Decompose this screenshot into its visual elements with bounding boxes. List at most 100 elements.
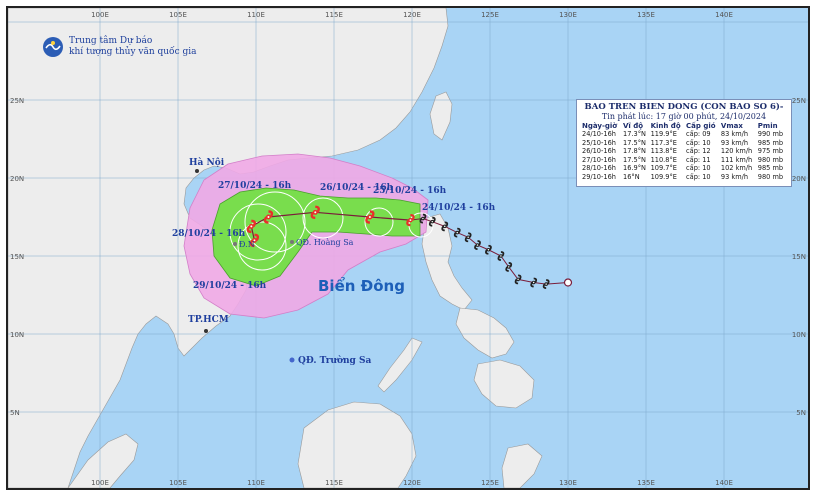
bulletin-panel: BAO TREN BIEN DONG (CON BAO SO 6)- Tin p… xyxy=(576,99,792,187)
past-storm-icon xyxy=(485,244,492,255)
past-track-line xyxy=(410,218,569,285)
sulawesi-island xyxy=(501,443,543,488)
table-cell: 120 km/h xyxy=(720,147,753,156)
nchmf-logo-icon xyxy=(43,37,63,57)
table-cell: 980 mb xyxy=(757,155,784,164)
lon-tick-top: 125E xyxy=(481,11,499,19)
lon-tick-bottom: 120E xyxy=(403,479,421,487)
past-storm-icon xyxy=(464,232,472,243)
lon-tick-top: 100E xyxy=(91,11,109,19)
bulletin-header-row: Ngày-giờ Vĩ độ Kinh độ Cấp gió Vmax Pmin xyxy=(581,122,787,130)
hanoi-label: Hà Nội xyxy=(189,157,225,168)
hanoi-dot xyxy=(195,169,199,173)
forecast-storm-icon xyxy=(263,210,274,224)
lat-tick-left: 10N xyxy=(10,331,24,339)
past-storm-icon xyxy=(441,221,449,232)
forecast-positions xyxy=(246,205,415,248)
table-cell: 117.3°E xyxy=(650,138,677,147)
lon-tick-bottom: 130E xyxy=(559,479,577,487)
label-28-10: 28/10/24 - 16h xyxy=(172,229,246,239)
table-cell: 24/10-16h xyxy=(582,130,616,138)
sea-label: Biển Đông xyxy=(318,276,405,295)
table-cell: cấp: 12 xyxy=(686,147,711,156)
label-25-10: 25/10/24 - 16h xyxy=(373,186,447,196)
bulletin-title: BAO TREN BIEN DONG (CON BAO SO 6)- xyxy=(584,102,784,112)
table-cell: 17.5°N xyxy=(623,138,646,147)
table-cell: 109.9°E xyxy=(650,172,677,181)
table-cell: 17.3°N xyxy=(623,130,646,138)
past-storm-icon xyxy=(453,227,461,238)
forecast-storm-icon xyxy=(249,233,260,248)
genesis-point xyxy=(563,278,573,287)
mindanao-island xyxy=(473,359,535,409)
forecast-storm-icon xyxy=(406,213,415,227)
hoangsa-label: QĐ. Hoàng Sa xyxy=(296,238,354,247)
header-cell: Vmax xyxy=(720,122,743,130)
past-storm-icon xyxy=(530,277,538,288)
table-row: 29/10-16h 16°N 109.9°E cấp: 10 93 km/h 980 mb xyxy=(581,173,787,182)
table-cell: 990 mb xyxy=(757,130,784,138)
luzon-island xyxy=(421,213,473,311)
past-storm-icon xyxy=(474,240,481,250)
table-cell: 111 km/h xyxy=(720,155,753,164)
taiwan-island xyxy=(429,91,453,141)
table-cell: 16°N xyxy=(623,172,640,181)
label-27-10: 27/10/24 - 16h xyxy=(218,181,292,191)
table-cell: 109.7°E xyxy=(650,164,677,173)
danang-dot xyxy=(233,242,237,246)
table-cell: 28/10-16h xyxy=(582,164,616,173)
table-cell: 26/10-16h xyxy=(582,147,616,156)
hcm-label: TP.HCM xyxy=(188,315,229,325)
past-storm-icon xyxy=(542,279,550,289)
strong-wind-zone xyxy=(211,187,421,287)
lat-tick-right: 15N xyxy=(792,253,806,261)
past-positions xyxy=(419,213,573,289)
header-cell: Ngày-giờ xyxy=(582,122,618,130)
table-row: 28/10-16h 16.9°N 109.7°E cấp: 10 102 km/h 985… xyxy=(581,164,787,173)
lon-tick-bottom: 115E xyxy=(325,479,343,487)
table-cell: cấp: 10 xyxy=(686,164,711,173)
lon-tick-top: 135E xyxy=(637,11,655,19)
org-logo-block: Trung tâm Dự báo khí tượng thủy văn quốc… xyxy=(42,36,196,58)
lat-tick-left: 25N xyxy=(10,97,24,105)
lat-tick-right: 5N xyxy=(796,409,806,417)
table-cell: 975 mb xyxy=(757,147,784,156)
header-cell: Pmin xyxy=(757,122,778,130)
org-line-1: Trung tâm Dự báo xyxy=(69,36,153,46)
table-cell: 113.8°E xyxy=(650,147,677,156)
org-line-2: khí tượng thủy văn quốc gia xyxy=(69,47,197,57)
lon-tick-top: 140E xyxy=(715,11,733,19)
lat-tick-left: 20N xyxy=(10,175,24,183)
land-layer xyxy=(8,8,543,488)
lon-tick-bottom: 140E xyxy=(715,479,733,487)
lon-tick-bottom: 100E xyxy=(91,479,109,487)
table-cell: cấp: 10 xyxy=(686,138,711,147)
borneo-island xyxy=(297,401,417,488)
visayas-islands xyxy=(455,307,515,359)
lon-tick-bottom: 110E xyxy=(247,479,265,487)
table-cell: 102 km/h xyxy=(720,164,753,173)
past-storm-icon xyxy=(419,213,427,224)
table-cell: cấp: 09 xyxy=(686,130,711,138)
hcm-dot xyxy=(204,329,208,333)
header-cell: Cấp gió xyxy=(686,122,716,130)
past-storm-icon xyxy=(497,251,505,261)
table-cell: 16.9°N xyxy=(623,164,646,173)
table-cell: 83 km/h xyxy=(720,130,749,138)
label-24-10: 24/10/24 - 16h xyxy=(422,203,496,213)
map-frame: 100E 105E 110E 115E 120E 125E 130E 135E 140E 100E… xyxy=(6,6,810,490)
lon-tick-top: 120E xyxy=(403,11,421,19)
table-cell: cấp: 10 xyxy=(686,172,711,181)
place-markers: Hà Nội TP.HCM Đ.N QĐ. Hoàng Sa QĐ. Trườn… xyxy=(188,157,405,366)
lon-tick-top: 110E xyxy=(247,11,265,19)
table-cell: 985 mb xyxy=(757,138,784,147)
table-row: 26/10-16h 17.8°N 113.8°E cấp: 12 120 km/h 975… xyxy=(581,147,787,156)
axis-ticks: 100E 105E 110E 115E 120E 125E 130E 135E 140E 100E… xyxy=(10,11,806,487)
lon-tick-bottom: 135E xyxy=(637,479,655,487)
track-date-labels: 24/10/24 - 16h 25/10/24 - 16h 26/10/24 -… xyxy=(172,181,496,291)
palawan-island xyxy=(377,337,423,393)
danang-label: Đ.N xyxy=(239,240,255,249)
table-cell: 29/10-16h xyxy=(582,172,616,181)
lat-tick-left: 15N xyxy=(10,253,24,261)
truongsa-label: QĐ. Trường Sa xyxy=(298,355,371,366)
